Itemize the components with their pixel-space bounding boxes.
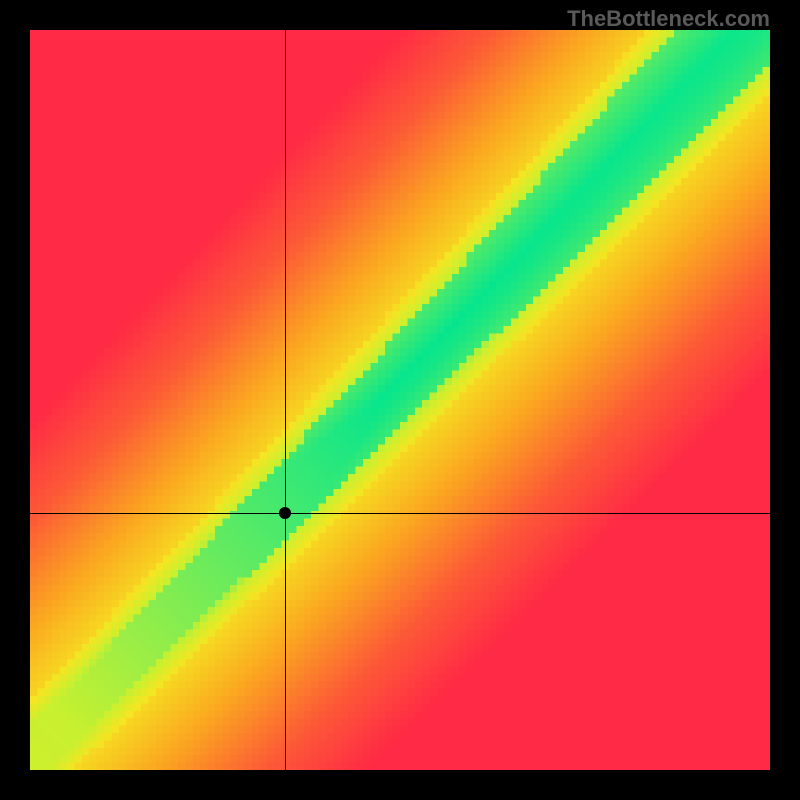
heatmap-canvas — [30, 30, 770, 770]
crosshair-horizontal — [30, 513, 770, 514]
crosshair-vertical — [285, 30, 286, 770]
crosshair-marker — [279, 507, 291, 519]
heatmap-plot — [30, 30, 770, 770]
watermark-text: TheBottleneck.com — [567, 6, 770, 32]
